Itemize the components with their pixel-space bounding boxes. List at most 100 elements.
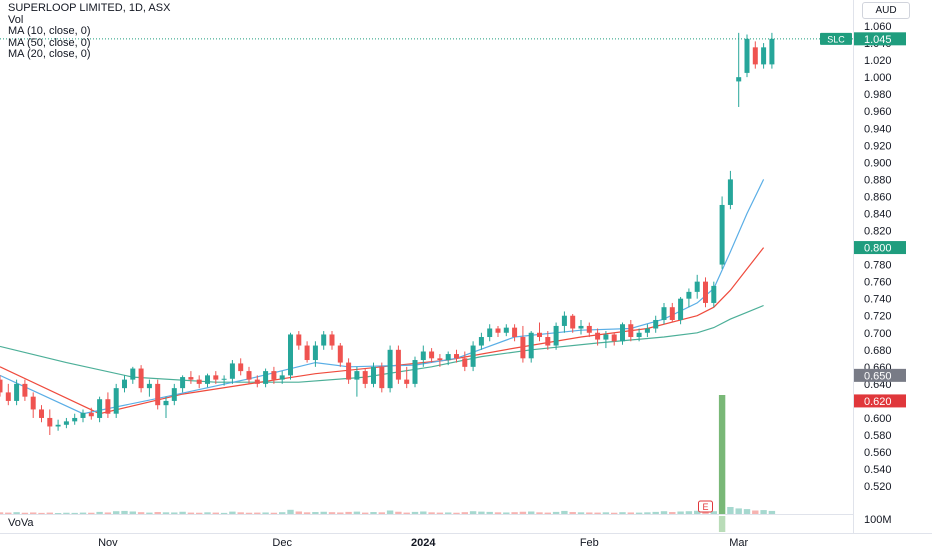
candle-body: [437, 358, 443, 361]
candle: [55, 419, 61, 431]
candle-body: [80, 412, 86, 418]
candle-body: [578, 325, 584, 329]
candle: [238, 358, 244, 376]
candle-body: [586, 325, 592, 333]
volume-bar: [395, 511, 402, 514]
candle: [279, 371, 285, 384]
volume-bar: [635, 512, 643, 514]
candle-body: [321, 334, 327, 346]
volume-bar: [279, 512, 286, 514]
candle: [470, 341, 476, 372]
candle-body: [304, 345, 310, 361]
candle-body: [520, 337, 526, 359]
volume-bar: [718, 395, 726, 514]
volume-bar: [685, 511, 693, 514]
candle-body: [105, 399, 111, 414]
candle: [537, 322, 542, 342]
price-tick-label: 0.720: [864, 311, 892, 323]
candle-body: [495, 328, 501, 333]
candle: [420, 345, 426, 367]
price-tick-label: 0.860: [864, 191, 892, 203]
volume-bar: [303, 512, 311, 514]
candle: [296, 331, 302, 350]
candle-body: [138, 368, 144, 389]
candle-body: [669, 307, 675, 320]
last-price-badge: [854, 32, 906, 46]
candle: [105, 392, 111, 418]
candle: [288, 332, 293, 380]
volume-bar: [594, 512, 601, 514]
legend-symbol: SUPERLOOP LIMITED, 1D, ASX: [8, 2, 171, 14]
candle-body: [130, 368, 136, 380]
candle-body: [686, 291, 692, 299]
candle: [454, 349, 459, 363]
volume-bar: [88, 512, 95, 514]
volume-bar: [652, 511, 659, 514]
volume-bar: [519, 511, 527, 514]
candle: [97, 396, 103, 423]
volume-bar: [362, 512, 369, 514]
ma-value-label: 0.800: [864, 243, 892, 255]
volume-bar: [104, 512, 112, 514]
candle-body: [337, 345, 343, 363]
volume-bar: [453, 512, 460, 514]
volume-bar: [478, 511, 485, 514]
volume-bar: [113, 511, 120, 514]
candle-body: [653, 319, 659, 329]
candle: [113, 383, 119, 418]
volume-bar: [445, 512, 452, 514]
price-tick-label: 0.700: [864, 328, 892, 340]
candle: [669, 302, 675, 323]
candle: [362, 368, 368, 389]
volume-bar: [727, 507, 734, 514]
candle: [736, 32, 742, 107]
candle-body: [72, 417, 78, 422]
candle-body: [196, 379, 202, 384]
candle: [478, 332, 484, 350]
volume-bar: [71, 512, 78, 514]
candle-body: [644, 328, 650, 333]
candle-body: [271, 371, 277, 380]
price-tick-label: 0.520: [864, 481, 892, 493]
candle: [254, 375, 260, 388]
candle: [703, 277, 708, 308]
ma-value-badge: [854, 394, 906, 408]
candle: [752, 41, 758, 69]
volume-bar: [669, 512, 676, 514]
candle: [180, 375, 186, 393]
volume-bar: [386, 510, 394, 514]
candle: [163, 396, 169, 418]
volume-bar: [370, 512, 377, 514]
candle-body: [611, 334, 617, 342]
volume-bar: [469, 511, 477, 514]
volume-bar: [171, 512, 178, 514]
candle-body: [420, 351, 426, 361]
volume-bar: [494, 512, 502, 514]
volume-bar: [420, 511, 427, 514]
volume-bar: [428, 512, 435, 514]
volume-bar: [38, 512, 45, 514]
candle: [130, 366, 136, 384]
candle-body: [39, 409, 44, 418]
price-tick-label: 0.760: [864, 277, 892, 289]
candle-body: [47, 417, 53, 427]
candle: [205, 373, 210, 388]
candle-body: [404, 379, 410, 384]
volume-bar: [179, 511, 186, 514]
candle: [429, 348, 435, 363]
volume-bar: [577, 512, 585, 514]
currency-selector[interactable]: AUD: [862, 2, 910, 19]
candle: [761, 43, 767, 69]
price-tick-label: 0.600: [864, 413, 892, 425]
candle-body: [744, 38, 750, 73]
candle-body: [719, 204, 725, 265]
ticker-badge: [820, 32, 852, 45]
price-tick-label: 1.020: [864, 55, 892, 67]
candle-body: [329, 334, 335, 346]
candle-body: [180, 377, 186, 389]
candle-body: [362, 371, 368, 384]
volume-bar: [694, 510, 701, 514]
volume-bar: [5, 512, 12, 514]
candle-body: [711, 285, 717, 303]
